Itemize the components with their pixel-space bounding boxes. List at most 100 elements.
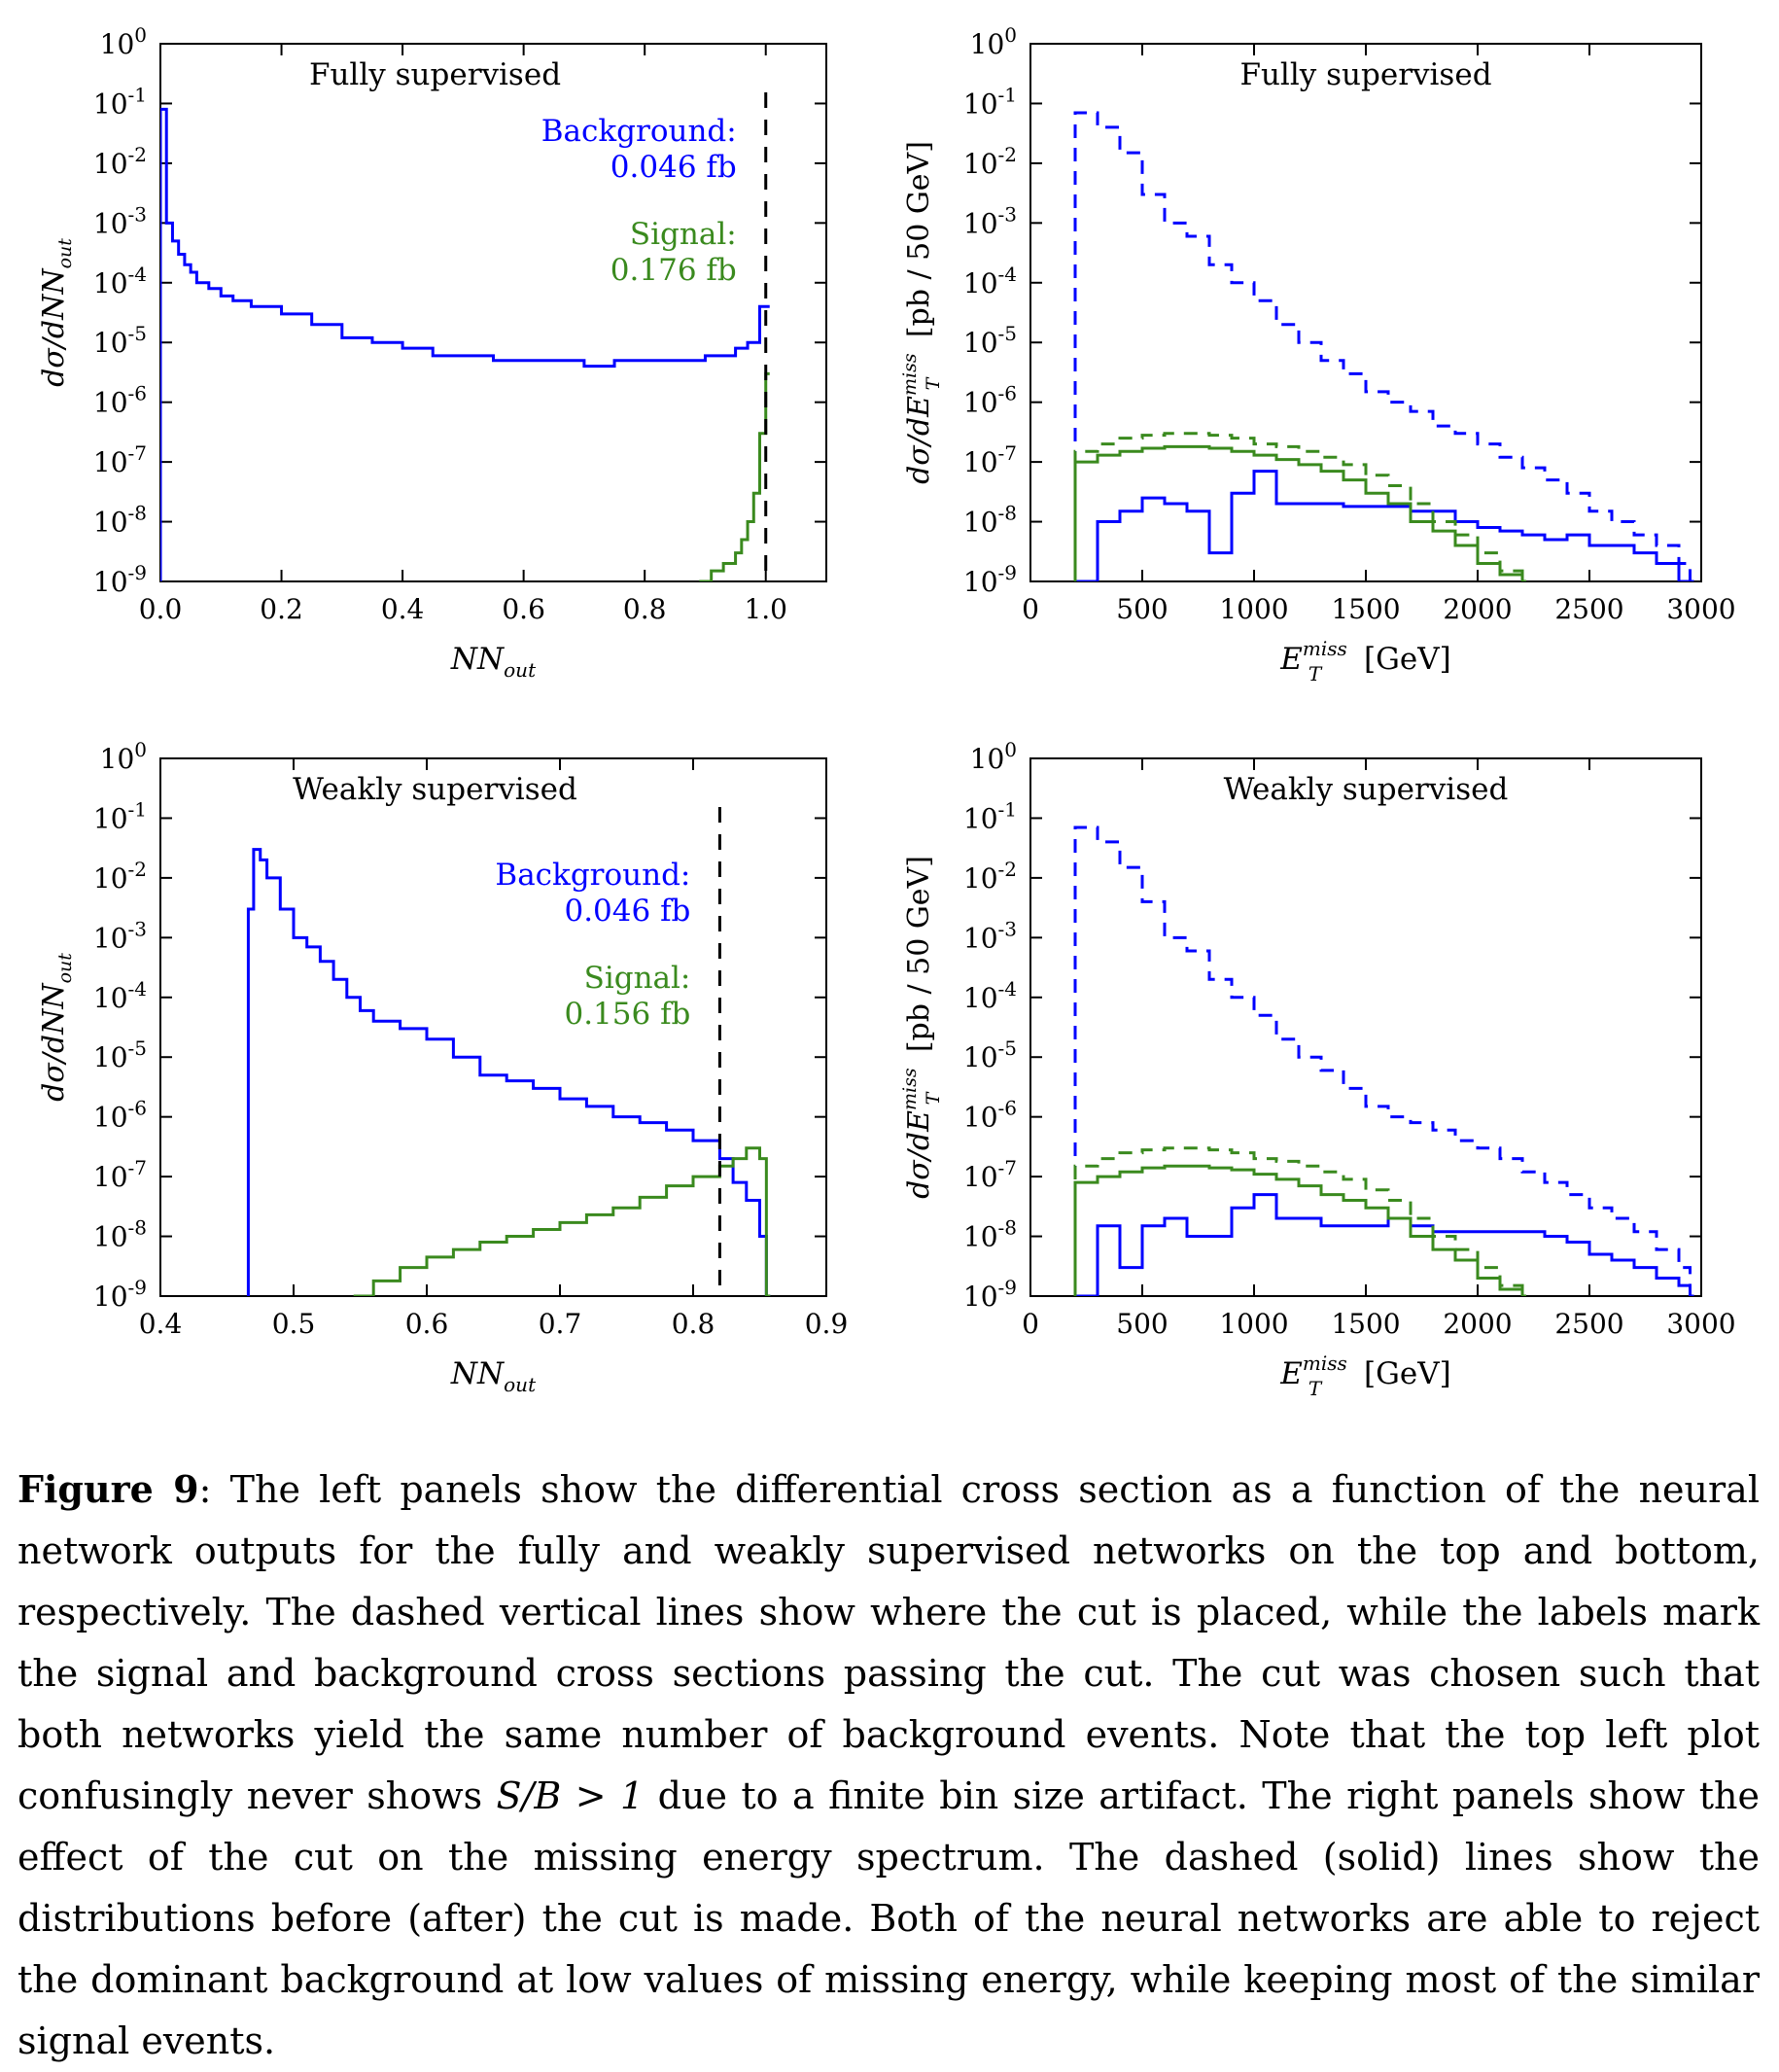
x-tick-label: 0.6 xyxy=(405,1308,449,1340)
signal-solid-series xyxy=(1073,1164,1526,1296)
y-tick-label: 10-8 xyxy=(963,1216,1017,1253)
y-axis-label: dσ/dEmiss T [pb / 50 GeV] xyxy=(899,856,944,1199)
panel-title: Fully supervised xyxy=(1239,57,1491,92)
y-tick-label: 10-3 xyxy=(93,917,147,954)
signal-dashed-series xyxy=(1073,1146,1526,1296)
y-tick-label: 10-3 xyxy=(963,202,1017,239)
x-tick-label: 500 xyxy=(1116,1308,1168,1340)
background-annotation-label: Background: xyxy=(495,858,690,893)
y-tick-label: 10-2 xyxy=(93,143,147,180)
x-tick-label: 1000 xyxy=(1219,593,1288,625)
caption-math: S/B > 1 xyxy=(496,1774,645,1817)
y-tick-label: 10-3 xyxy=(963,917,1017,954)
y-tick-label: 10-7 xyxy=(93,441,147,478)
y-tick-label: 10-9 xyxy=(93,561,147,598)
x-tick-label: 1.0 xyxy=(744,593,787,625)
y-tick-label: 10-4 xyxy=(93,977,147,1014)
y-tick-label: 10-6 xyxy=(93,1097,147,1134)
background-annotation-value: 0.046 fb xyxy=(564,894,690,929)
signal-solid-series xyxy=(699,371,770,581)
y-tick-label: 10-1 xyxy=(963,797,1017,834)
x-axis-label: NNout xyxy=(450,1356,537,1396)
y-tick-label: 10-2 xyxy=(93,858,147,895)
x-tick-label: 2000 xyxy=(1443,593,1512,625)
chart-panel-4: 100 10-1 10-2 10-3 10-4 10-5 10-6 10-7 10-8 10-90… xyxy=(899,738,1736,1400)
panel-title: Fully supervised xyxy=(309,57,561,92)
x-tick-label: 0.8 xyxy=(672,1308,715,1340)
y-tick-label: 100 xyxy=(100,738,147,775)
plot-frame xyxy=(159,757,827,1297)
y-axis-label: dσ/dEmiss T [pb / 50 GeV] xyxy=(899,141,944,484)
x-tick-label: 0 xyxy=(1022,1308,1039,1340)
x-tick-label: 0.4 xyxy=(139,1308,183,1340)
x-tick-label: 3000 xyxy=(1666,1308,1735,1340)
y-tick-label: 10-5 xyxy=(93,1036,147,1073)
y-tick-label: 10-3 xyxy=(93,202,147,239)
y-tick-label: 10-2 xyxy=(963,858,1017,895)
signal-annotation-label: Signal: xyxy=(584,961,691,996)
x-axis-label: Emiss T [GeV] xyxy=(1279,637,1450,685)
y-tick-label: 100 xyxy=(970,23,1017,60)
x-tick-label: 2500 xyxy=(1554,593,1623,625)
y-tick-label: 10-6 xyxy=(963,1097,1017,1134)
x-tick-label: 0.8 xyxy=(623,593,667,625)
caption-label: Figure 9 xyxy=(17,1467,199,1511)
y-tick-label: 100 xyxy=(970,738,1017,775)
x-tick-label: 1500 xyxy=(1331,593,1400,625)
y-tick-label: 10-9 xyxy=(963,1276,1017,1313)
figure-caption: Figure 9: The left panels show the diffe… xyxy=(17,1458,1760,2072)
x-tick-label: 0.4 xyxy=(381,593,425,625)
y-tick-label: 10-9 xyxy=(93,1276,147,1313)
background-dashed-series xyxy=(1073,825,1694,1296)
signal-annotation-label: Signal: xyxy=(630,217,737,252)
plot-frame xyxy=(1029,757,1702,1297)
chart-panel-2: 100 10-1 10-2 10-3 10-4 10-5 10-6 10-7 10-8 10-90… xyxy=(899,23,1736,685)
plot-frame xyxy=(1029,43,1702,582)
signal-annotation-value: 0.156 fb xyxy=(564,997,690,1032)
y-tick-label: 10-7 xyxy=(963,1156,1017,1193)
y-tick-label: 10-6 xyxy=(93,382,147,419)
background-solid-series xyxy=(160,107,770,581)
y-tick-label: 10-9 xyxy=(963,561,1017,598)
x-tick-label: 0.9 xyxy=(805,1308,849,1340)
x-tick-label: 2000 xyxy=(1443,1308,1512,1340)
figure-9: 10010-110-210-310-410-510-610-710-810-90… xyxy=(37,23,1736,1400)
y-tick-label: 10-7 xyxy=(963,441,1017,478)
y-tick-label: 10-6 xyxy=(963,382,1017,419)
x-tick-label: 0.5 xyxy=(272,1308,316,1340)
x-tick-label: 1500 xyxy=(1331,1308,1400,1340)
y-tick-label: 10-8 xyxy=(93,502,147,539)
signal-dashed-series xyxy=(1073,432,1526,581)
caption-text: : The left panels show the differential … xyxy=(17,1468,1760,1817)
signal-solid-series xyxy=(1073,444,1526,581)
chart-panel-1: 10010-110-210-310-410-510-610-710-810-90… xyxy=(37,23,827,682)
signal-annotation-value: 0.176 fb xyxy=(610,253,737,288)
y-tick-label: 10-5 xyxy=(93,322,147,359)
y-tick-label: 10-4 xyxy=(963,263,1017,299)
y-axis-label: dσ/dNNout xyxy=(37,238,76,387)
x-tick-label: 0.6 xyxy=(502,593,545,625)
x-tick-label: 0.7 xyxy=(539,1308,582,1340)
y-tick-label: 10-4 xyxy=(963,977,1017,1014)
y-axis-label: dσ/dNNout xyxy=(37,953,76,1102)
x-tick-label: 1000 xyxy=(1219,1308,1288,1340)
y-tick-label: 10-1 xyxy=(93,797,147,834)
panel-title: Weakly supervised xyxy=(293,772,577,807)
y-tick-label: 10-8 xyxy=(963,502,1017,539)
chart-panel-3: 10010-110-210-310-410-510-610-710-810-90… xyxy=(37,738,848,1396)
panel-title: Weakly supervised xyxy=(1224,772,1509,807)
y-tick-label: 10-5 xyxy=(963,1036,1017,1073)
y-tick-label: 10-4 xyxy=(93,263,147,299)
background-dashed-series xyxy=(1073,111,1694,581)
background-solid-series xyxy=(1075,470,1694,581)
caption-text-after: due to a finite bin size artifact. The r… xyxy=(17,1774,1760,2062)
y-tick-label: 10-7 xyxy=(93,1156,147,1193)
x-axis-label: Emiss T [GeV] xyxy=(1279,1352,1450,1400)
y-tick-label: 10-1 xyxy=(93,83,147,120)
x-tick-label: 0.0 xyxy=(139,593,183,625)
background-annotation-value: 0.046 fb xyxy=(610,150,737,185)
x-tick-label: 0 xyxy=(1022,593,1039,625)
y-tick-label: 10-8 xyxy=(93,1216,147,1253)
signal-solid-series xyxy=(353,1146,771,1296)
background-annotation-label: Background: xyxy=(541,114,737,149)
